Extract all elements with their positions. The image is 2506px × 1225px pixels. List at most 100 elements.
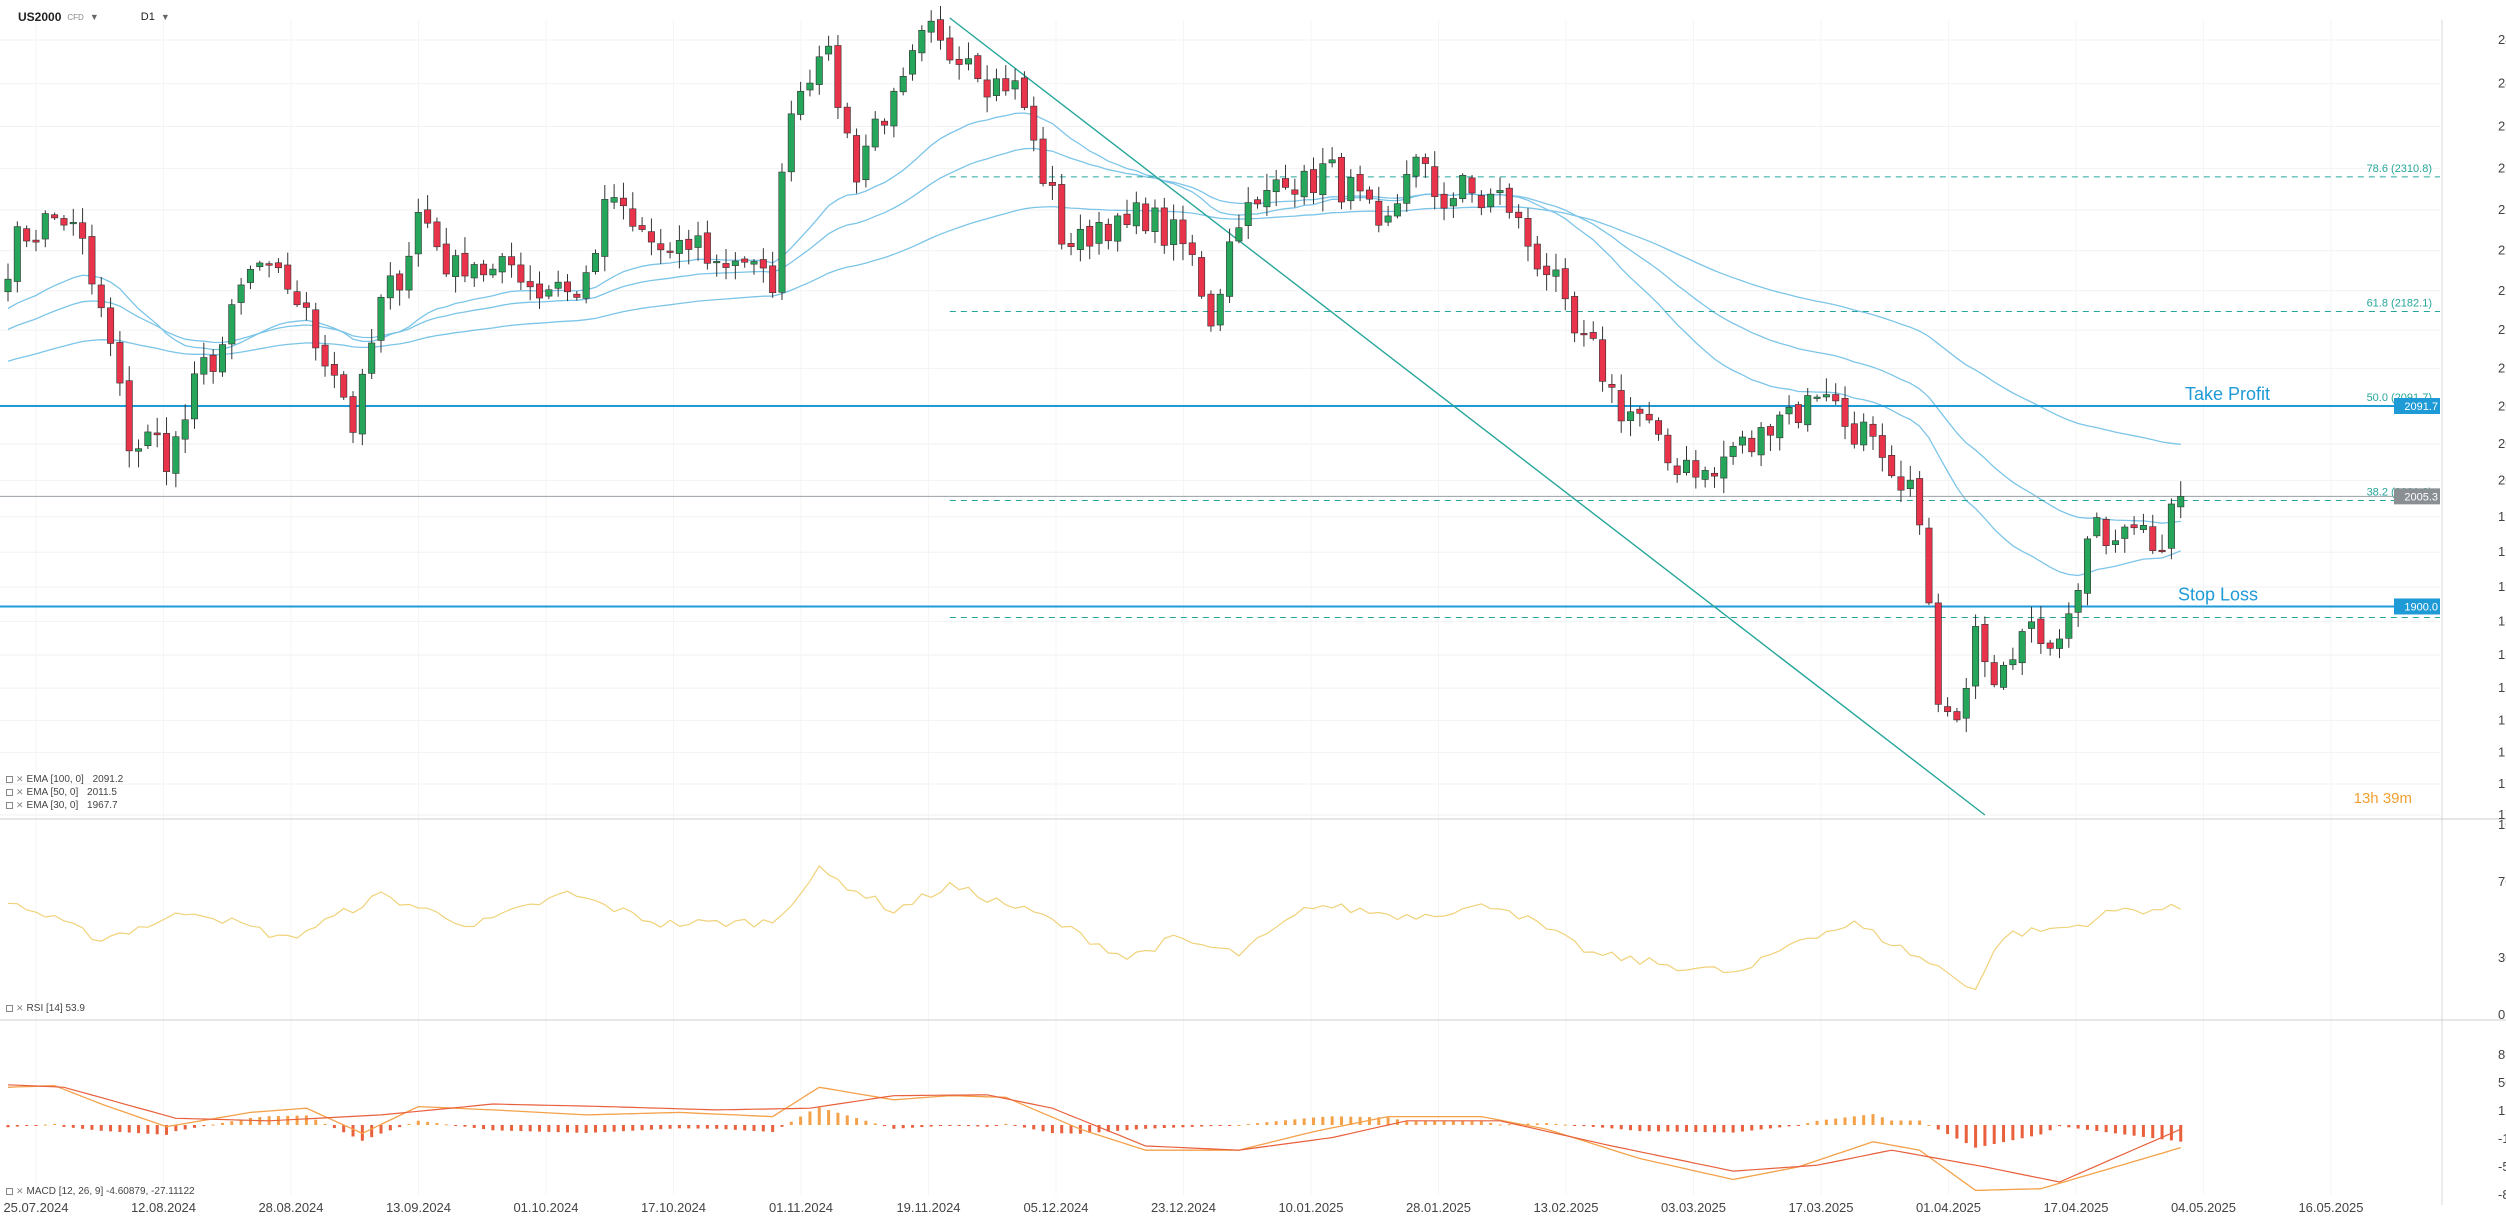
candle[interactable]	[1039, 138, 1047, 184]
candle[interactable]	[79, 222, 87, 239]
candle[interactable]	[573, 293, 581, 298]
candle[interactable]	[1916, 478, 1924, 526]
settings-icon[interactable]	[6, 776, 13, 783]
candle[interactable]	[172, 436, 180, 474]
candle[interactable]	[508, 256, 516, 266]
candle[interactable]	[2139, 525, 2147, 530]
candle[interactable]	[1794, 404, 1802, 423]
candle[interactable]	[722, 263, 730, 268]
candle[interactable]	[312, 309, 320, 349]
candle[interactable]	[41, 213, 49, 240]
candle[interactable]	[1906, 479, 1914, 490]
candle[interactable]	[349, 396, 357, 433]
candle[interactable]	[1692, 460, 1700, 478]
candle[interactable]	[302, 302, 310, 308]
candle[interactable]	[946, 37, 954, 61]
candle[interactable]	[1393, 203, 1401, 217]
candle[interactable]	[731, 260, 739, 266]
candle[interactable]	[321, 344, 329, 367]
candle[interactable]	[1375, 200, 1383, 226]
candle[interactable]	[135, 448, 143, 452]
candle[interactable]	[228, 304, 236, 345]
candle[interactable]	[1198, 257, 1206, 297]
candle[interactable]	[377, 296, 385, 341]
candle[interactable]	[1729, 446, 1737, 457]
timeframe-dropdown-icon[interactable]: ▼	[160, 12, 170, 22]
candle[interactable]	[1002, 78, 1010, 92]
candle[interactable]	[750, 261, 758, 265]
candle[interactable]	[1132, 202, 1140, 227]
candle[interactable]	[2083, 538, 2091, 594]
candle[interactable]	[638, 225, 646, 230]
candle[interactable]	[1832, 394, 1840, 402]
candle[interactable]	[163, 433, 171, 472]
candle[interactable]	[181, 419, 189, 440]
candle[interactable]	[890, 90, 898, 127]
candle[interactable]	[769, 265, 777, 293]
candle[interactable]	[1431, 166, 1439, 197]
candle[interactable]	[51, 214, 59, 219]
settings-icon[interactable]	[6, 1005, 13, 1012]
candle[interactable]	[1487, 193, 1495, 208]
candle[interactable]	[1328, 159, 1336, 164]
candle[interactable]	[1766, 426, 1774, 436]
candle[interactable]	[1291, 189, 1299, 195]
candle[interactable]	[2093, 517, 2101, 537]
candle[interactable]	[1459, 175, 1467, 199]
candle[interactable]	[554, 281, 562, 289]
timeframe-label[interactable]: D1	[140, 11, 155, 23]
candle[interactable]	[2037, 618, 2045, 644]
candle[interactable]	[1990, 662, 1998, 686]
candle[interactable]	[2102, 519, 2110, 547]
candle[interactable]	[1841, 397, 1849, 427]
candle[interactable]	[2046, 642, 2054, 649]
candle[interactable]	[1533, 243, 1541, 270]
candle[interactable]	[1683, 459, 1691, 473]
candle[interactable]	[368, 342, 376, 374]
candle[interactable]	[1627, 411, 1635, 421]
candle[interactable]	[1552, 269, 1560, 277]
candle[interactable]	[1785, 406, 1793, 415]
candle[interactable]	[899, 75, 907, 93]
candle[interactable]	[871, 118, 879, 148]
candle[interactable]	[2167, 503, 2175, 549]
close-icon[interactable]: ✕	[16, 1186, 24, 1196]
candle[interactable]	[1048, 181, 1056, 186]
candle[interactable]	[1272, 179, 1280, 193]
candle[interactable]	[246, 269, 254, 283]
candle[interactable]	[386, 275, 394, 299]
candle[interactable]	[1160, 207, 1168, 246]
candle[interactable]	[881, 120, 889, 126]
candle[interactable]	[601, 199, 609, 257]
candle[interactable]	[330, 364, 338, 376]
candle[interactable]	[591, 253, 599, 272]
candle[interactable]	[1850, 423, 1858, 445]
candle[interactable]	[274, 262, 282, 269]
candle[interactable]	[88, 236, 96, 285]
candle[interactable]	[666, 250, 674, 253]
candle[interactable]	[1076, 228, 1084, 250]
candle[interactable]	[536, 283, 544, 299]
candle[interactable]	[936, 19, 944, 41]
close-icon[interactable]: ✕	[16, 787, 24, 797]
candle[interactable]	[918, 29, 926, 54]
candle[interactable]	[1664, 434, 1672, 464]
candle[interactable]	[2158, 549, 2166, 553]
candle[interactable]	[1356, 174, 1364, 192]
candle[interactable]	[1114, 215, 1122, 242]
candle[interactable]	[1226, 241, 1234, 297]
candle[interactable]	[293, 291, 301, 306]
candle[interactable]	[1216, 293, 1224, 326]
candle[interactable]	[787, 113, 795, 173]
candle[interactable]	[2149, 526, 2157, 551]
candle[interactable]	[97, 284, 105, 309]
candle[interactable]	[1944, 706, 1952, 712]
close-icon[interactable]: ✕	[16, 800, 24, 810]
candle[interactable]	[144, 431, 152, 447]
candle[interactable]	[1822, 394, 1830, 398]
candle[interactable]	[2111, 540, 2119, 545]
candle[interactable]	[1748, 437, 1756, 453]
candle[interactable]	[1897, 476, 1905, 491]
candle[interactable]	[1804, 395, 1812, 426]
candle[interactable]	[694, 235, 702, 248]
